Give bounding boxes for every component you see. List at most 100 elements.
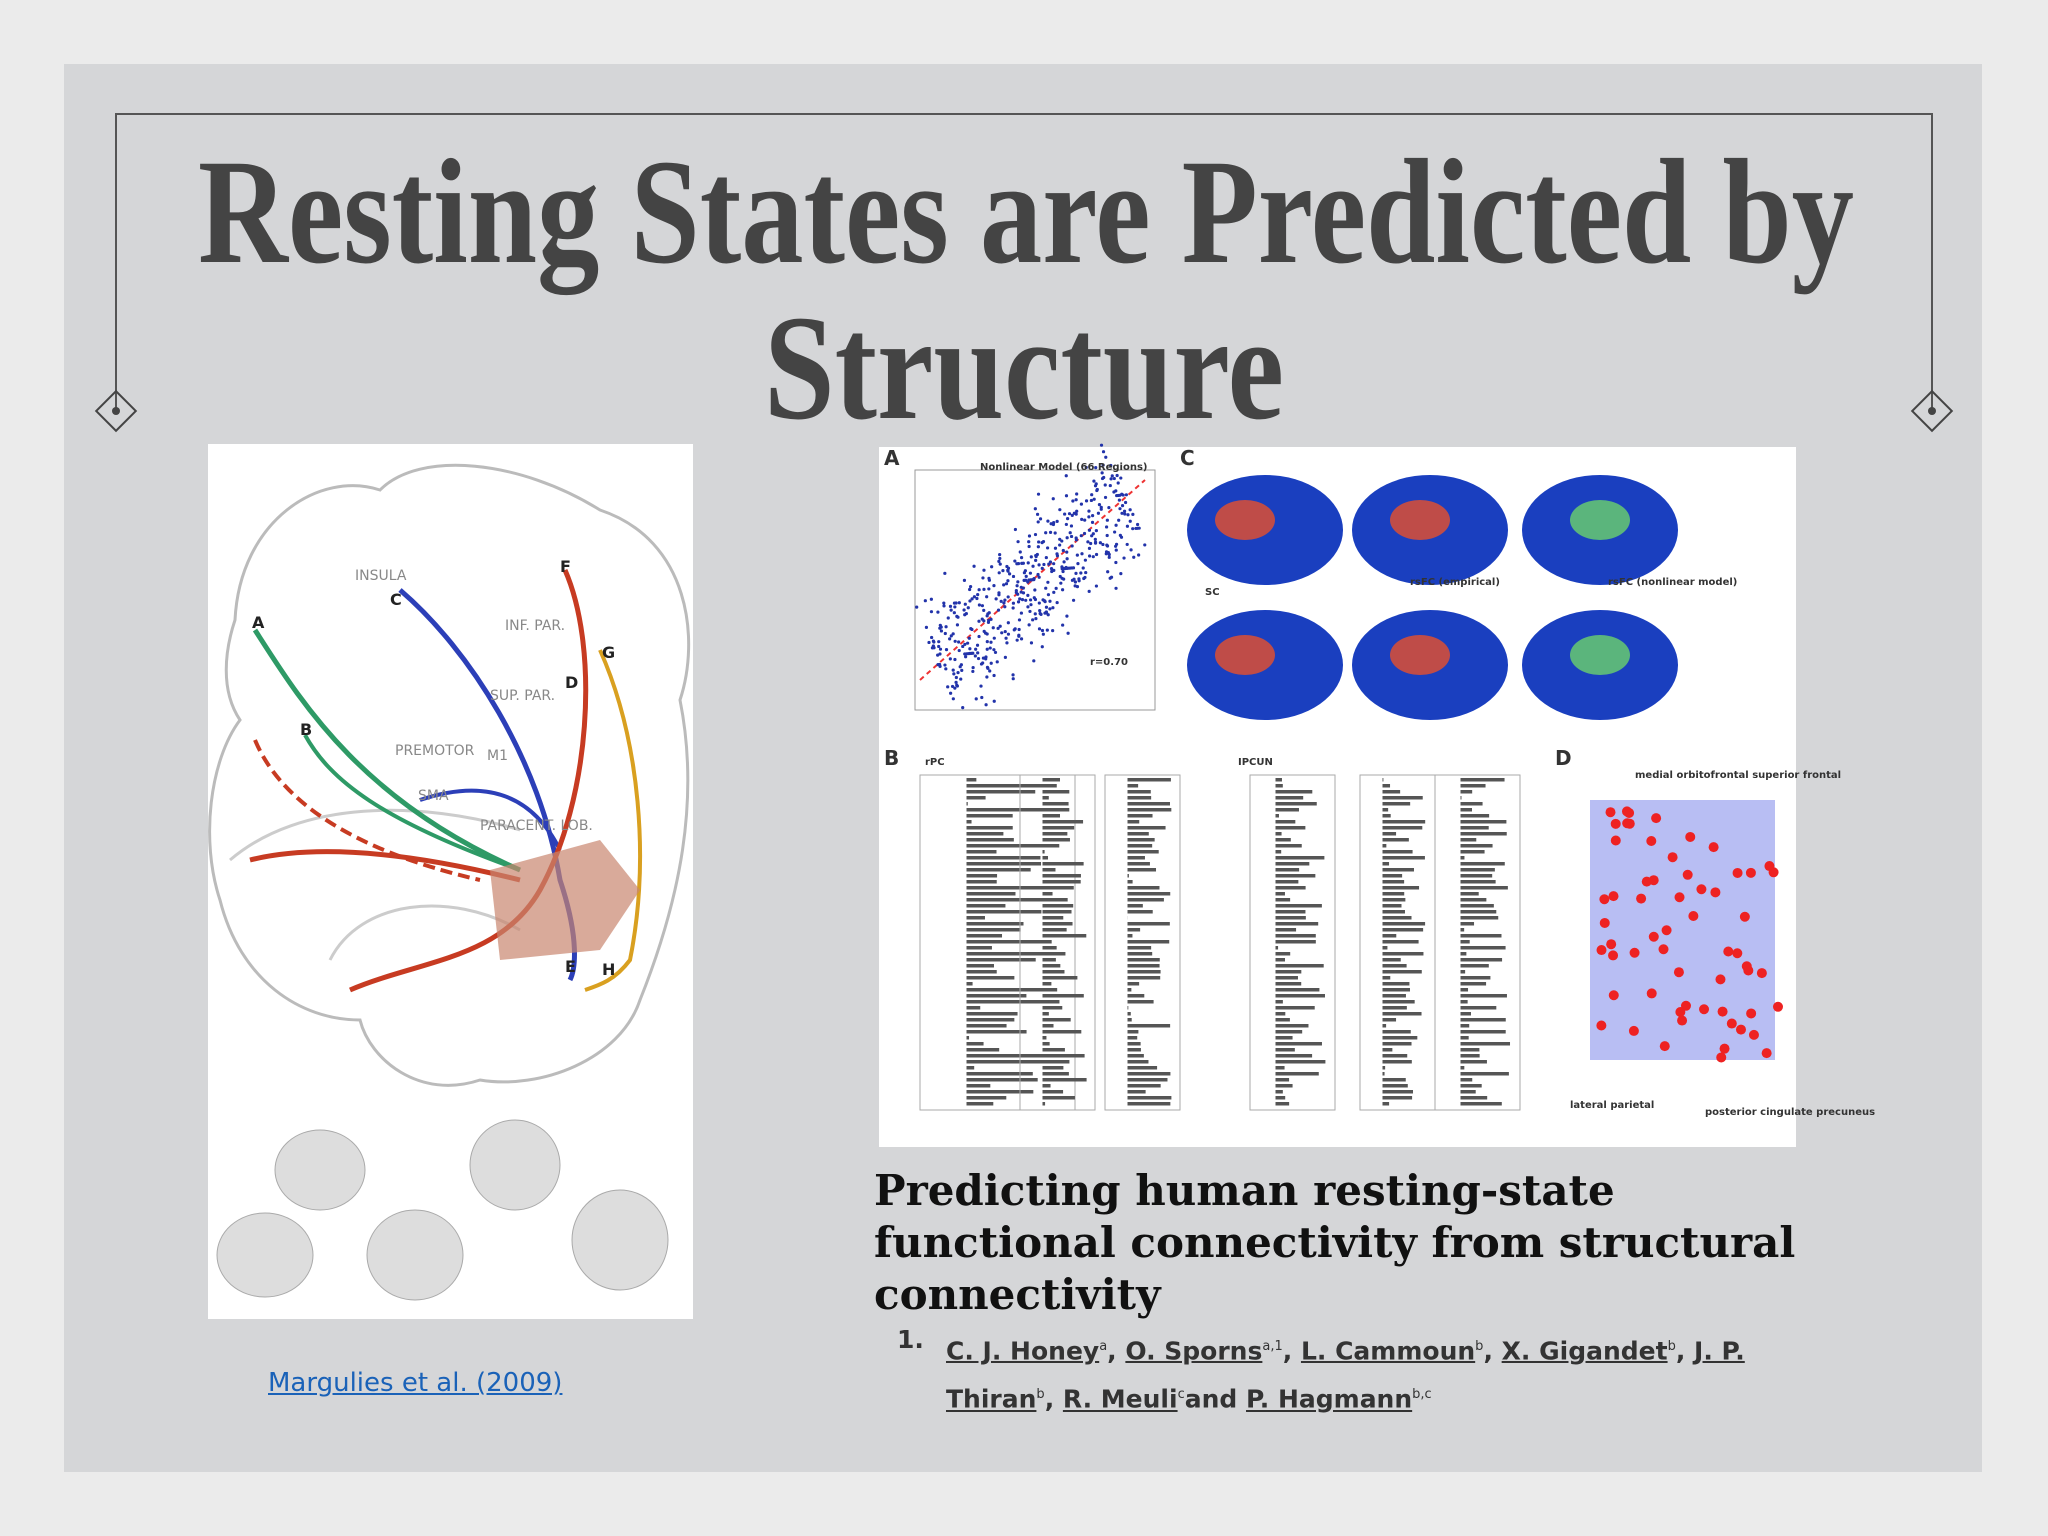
bar [1042,964,1061,968]
scatter-dot [996,626,1000,630]
bar [1042,1096,1075,1100]
scatter-dot [975,596,979,601]
bar [966,1024,1007,1028]
scatter-dot [991,626,995,630]
scatter-dot [952,672,956,676]
author-link[interactable]: X. Gigandet [1501,1336,1668,1366]
bar-frame [919,774,1076,1111]
scatter-dot [1027,534,1032,538]
scatter-dot [1132,555,1136,559]
author-link[interactable]: R. Meuli [1062,1384,1178,1414]
scatter-dot [1027,544,1031,549]
bar [1042,1030,1082,1034]
scatter-dot [1031,618,1035,622]
scatter-dot [1092,497,1096,501]
scatter-dot [1137,553,1141,557]
bar-frame [1104,774,1181,1111]
author-link[interactable]: L. Cammoun [1300,1336,1476,1366]
bar [966,916,985,920]
scatter-dot [1087,589,1091,594]
scatter-dot [972,564,976,568]
scatter-dot [953,686,957,690]
bar [1382,1012,1422,1016]
bar-frame [1019,774,1096,1111]
bar [966,862,1042,866]
scatter-dot [1081,566,1085,570]
bar [1275,796,1304,800]
bar [1460,970,1466,974]
scatter-dot [1089,498,1093,503]
bar [1275,982,1302,986]
scatter-dot [997,571,1001,575]
scatter-dot [1071,499,1075,503]
network-node [1622,818,1633,829]
bar [966,844,1060,848]
figure-label: M1 [487,748,508,764]
bar [1275,952,1291,956]
scatter-dot [1071,598,1076,602]
bar [966,880,997,884]
bar [1127,820,1140,824]
scatter-dot [982,619,986,623]
bar [966,784,1057,788]
scatter-dot [988,669,992,673]
network-node [1610,818,1621,829]
citation-link[interactable]: Margulies et al. (2009) [268,1368,563,1398]
bar [1042,898,1068,902]
bar [1127,1030,1139,1034]
bar-frame [1249,774,1336,1111]
author-affiliation: a [1099,1339,1108,1354]
scatter-dot [1119,571,1123,576]
scatter-dot [1055,600,1059,605]
author-link[interactable]: O. Sporns [1125,1336,1263,1366]
scatter-dot [998,624,1002,628]
scatter-dot [1069,534,1074,539]
scatter-dot [1006,632,1011,636]
network-node [1708,842,1719,853]
bar [1127,958,1160,962]
scatter-dot [1003,629,1007,634]
scatter-dot [957,648,961,653]
scatter-dot [953,657,957,662]
bar [966,796,986,800]
bar [966,790,1036,794]
bar [966,1102,994,1106]
scatter-dot [1023,569,1027,573]
bar [1042,958,1056,962]
slide-title: Resting States are Predicted by [198,129,1854,295]
network-node [1596,1020,1607,1031]
network-node [1658,944,1669,955]
author-link[interactable]: J. P. Thiran [946,1336,1745,1414]
scatter-dot [956,671,960,675]
scatter-dot [1064,522,1068,527]
network-node [1735,1024,1746,1035]
bar [1042,946,1057,950]
author-link[interactable]: P. Hagmann [1246,1384,1413,1414]
scatter-dot [1019,611,1024,615]
bar [1275,988,1320,992]
bar [1382,1054,1408,1058]
scatter-dot [1026,561,1030,565]
scatter-dot [1104,525,1109,529]
bar [1382,1048,1393,1052]
bar [1275,1072,1319,1076]
figure-label: B [884,746,899,770]
bar [966,1018,1015,1022]
bar [1042,796,1049,800]
bar [1275,1042,1322,1046]
scatter-dot [1053,546,1058,550]
scatter-dot [1120,511,1124,515]
scatter-dot [976,651,980,655]
bar [1042,922,1073,926]
network-node [1674,892,1685,903]
bar [1460,1042,1511,1046]
bar [966,982,973,986]
scatter-dot [1011,601,1016,605]
scatter-dot [976,592,980,597]
scatter-dot [982,568,986,572]
author-link[interactable]: C. J. Honey [946,1336,1100,1366]
scatter-dot [1079,502,1084,506]
bar [1460,880,1496,884]
scatter-dot [1112,476,1116,481]
bar [1042,904,1074,908]
